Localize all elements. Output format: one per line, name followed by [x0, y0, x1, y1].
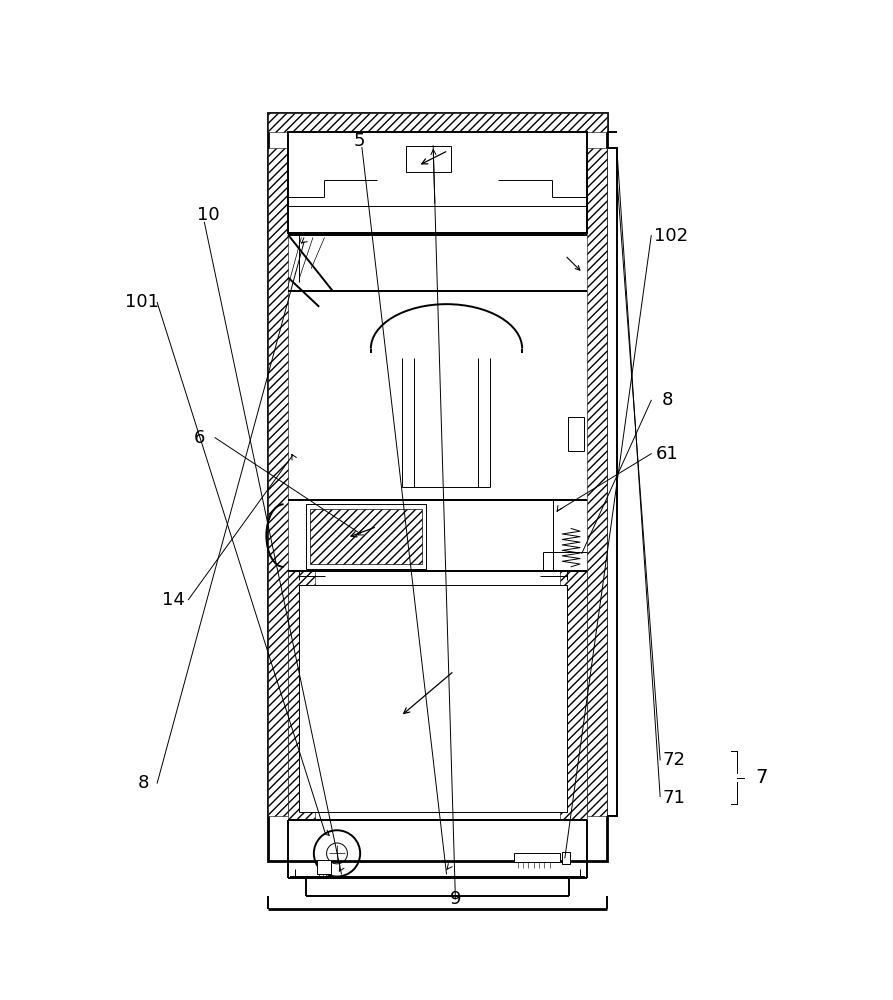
Bar [563, 852, 571, 864]
Text: 5: 5 [354, 132, 365, 150]
Bar [269, 148, 288, 816]
Bar [514, 853, 561, 862]
Bar [561, 571, 588, 820]
Text: 6: 6 [193, 429, 204, 447]
Bar [269, 113, 606, 861]
Bar [606, 148, 617, 816]
Bar [568, 417, 584, 451]
Text: 61: 61 [655, 445, 679, 463]
Bar [288, 132, 588, 233]
Text: 101: 101 [125, 293, 159, 311]
Bar [588, 148, 606, 816]
Text: 9: 9 [450, 890, 461, 908]
Text: 72: 72 [662, 751, 685, 769]
Text: 8: 8 [138, 774, 149, 792]
Text: 102: 102 [654, 227, 688, 245]
Text: 14: 14 [162, 591, 185, 609]
Bar [305, 504, 426, 569]
Bar [269, 113, 606, 132]
Text: 8: 8 [662, 391, 673, 409]
Text: 10: 10 [196, 206, 220, 224]
Text: 7: 7 [755, 768, 768, 787]
Text: 71: 71 [662, 789, 685, 807]
Bar [406, 146, 451, 172]
Bar [288, 571, 314, 820]
Bar [299, 585, 567, 812]
Bar [310, 509, 421, 564]
Bar [316, 860, 330, 874]
